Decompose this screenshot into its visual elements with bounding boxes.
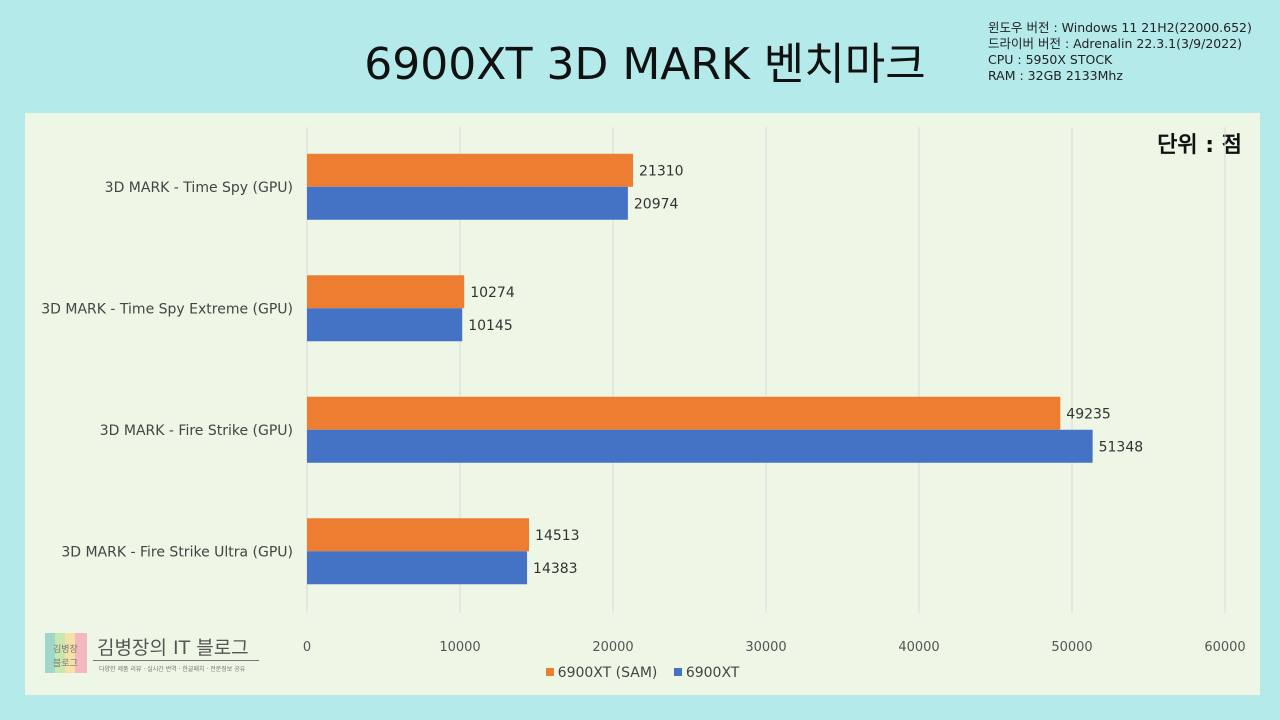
logo-blocks: 김병장 블로그: [45, 633, 87, 673]
logo-block-text-2: 블로그: [53, 659, 78, 669]
x-tick-label: 20000: [592, 640, 633, 655]
legend-item-base: 6900XT: [673, 665, 740, 681]
data-label: 51348: [1099, 439, 1144, 455]
logo-name: 김병장의 IT 블로그: [97, 637, 249, 659]
category-label: 3D MARK - Fire Strike Ultra (GPU): [61, 544, 293, 560]
legend-label-base: 6900XT: [685, 665, 740, 681]
info-ram: RAM : 32GB 2133Mhz: [988, 68, 1123, 83]
bar: [307, 308, 463, 342]
legend: 6900XT (SAM) 6900XT: [25, 665, 1260, 681]
unit-label: 단위 : 점: [1157, 133, 1242, 158]
bar: [307, 396, 1061, 430]
data-label: 14383: [533, 561, 578, 577]
bar: [307, 551, 528, 585]
x-tick-label: 40000: [898, 640, 939, 655]
legend-swatch-sam: [545, 668, 554, 676]
chart-title: 6900XT 3D MARK 벤치마크: [364, 39, 926, 90]
x-tick-label: 10000: [439, 640, 480, 655]
x-tick-label: 0: [303, 640, 311, 655]
info-driver: 드라이버 버전 : Adrenalin 22.3.1(3/9/2022): [988, 36, 1243, 51]
data-label: 20974: [634, 196, 679, 212]
bar: [307, 186, 628, 220]
data-label: 14513: [535, 528, 580, 544]
blog-logo: 김병장 블로그 김병장의 IT 블로그 다양한 제품 리뷰 · 실시간 번역 ·…: [45, 633, 265, 673]
data-label: 10145: [468, 318, 513, 334]
logo-subtitle: 다양한 제품 리뷰 · 실시간 번역 · 한글패치 · 전문정보 공유: [99, 666, 246, 673]
data-label: 49235: [1066, 406, 1111, 422]
bar: [307, 518, 530, 552]
bar: [307, 275, 465, 309]
x-tick-label: 60000: [1204, 640, 1245, 655]
bar-chart: 0 10000 20000 30000 40000 50000 60000 3D MARK -…: [41, 127, 1246, 655]
chart-panel: 단위 : 점 0 10000 20000 30000 40000 50000 60000 3D…: [25, 113, 1260, 695]
bar: [307, 429, 1093, 463]
category-label: 3D MARK - Time Spy (GPU): [105, 180, 293, 196]
legend-label-sam: 6900XT (SAM): [557, 665, 658, 681]
logo-block-text-1: 김병장: [53, 645, 78, 655]
logo-underline: [93, 660, 259, 661]
category-label: 3D MARK - Fire Strike (GPU): [100, 423, 293, 439]
x-tick-label: 30000: [745, 640, 786, 655]
system-info: 윈도우 버전 : Windows 11 21H2(22000.652) 드라이버…: [988, 20, 1252, 84]
data-label: 10274: [470, 285, 515, 301]
category-label: 3D MARK - Time Spy Extreme (GPU): [41, 301, 293, 317]
legend-swatch-base: [673, 668, 682, 676]
x-tick-label: 50000: [1051, 640, 1092, 655]
info-os: 윈도우 버전 : Windows 11 21H2(22000.652): [988, 20, 1252, 35]
legend-item-sam: 6900XT (SAM): [545, 665, 658, 681]
bar: [307, 153, 634, 187]
data-label: 21310: [639, 163, 684, 179]
info-cpu: CPU : 5950X STOCK: [988, 52, 1113, 67]
